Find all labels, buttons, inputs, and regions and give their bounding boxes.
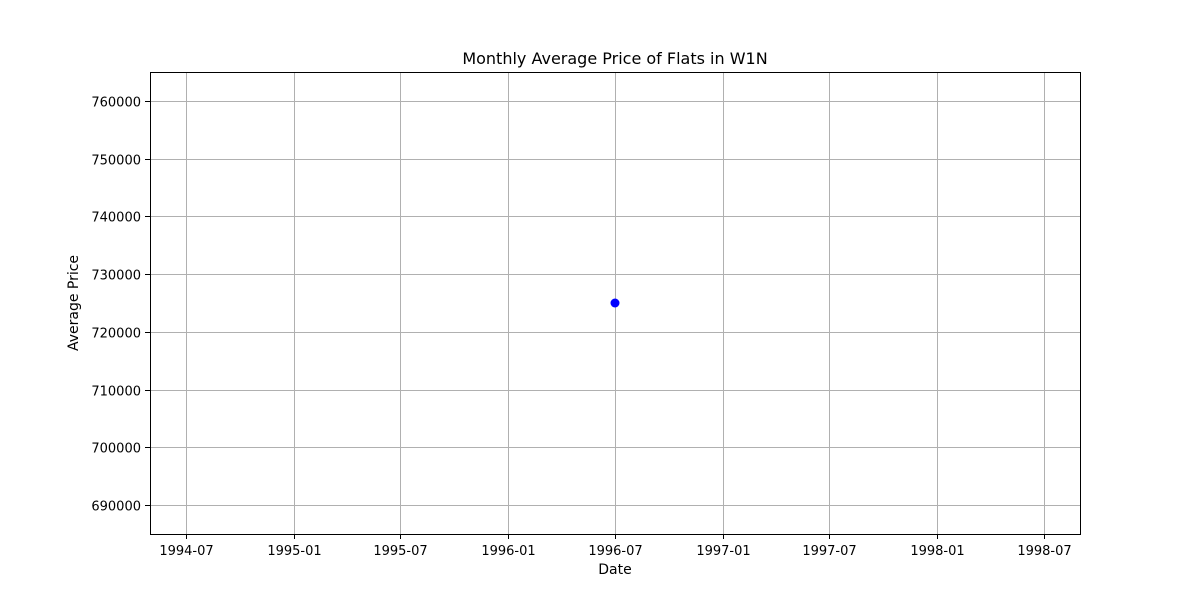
y-tick-label: 760000	[91, 96, 141, 111]
x-tick-label: 1995-01	[267, 544, 321, 559]
plot-frame	[150, 72, 1081, 535]
x-tick-label: 1995-07	[373, 544, 427, 559]
data-points	[610, 298, 620, 308]
chart-title: Monthly Average Price of Flats in W1N	[462, 49, 767, 68]
y-tick-label: 710000	[91, 385, 141, 400]
x-tick-label: 1997-01	[696, 544, 750, 559]
y-tick-label: 750000	[91, 154, 141, 169]
y-tick-label: 720000	[91, 327, 141, 342]
y-axis-label: Average Price	[66, 255, 82, 351]
y-tick-label: 730000	[91, 269, 141, 284]
x-axis-label: Date	[598, 562, 631, 578]
axis-ticks: 1994-07 1995-01 1995-07 1996-01 1996-07 1997-…	[91, 96, 1071, 560]
data-point	[610, 298, 620, 308]
y-tick-label: 740000	[91, 211, 141, 226]
x-tick-label: 1994-07	[159, 544, 213, 559]
x-tick-label: 1996-07	[588, 544, 642, 559]
x-tick-label: 1997-07	[802, 544, 856, 559]
x-tick-label: 1998-07	[1017, 544, 1071, 559]
x-tick-label: 1996-01	[481, 544, 535, 559]
gridlines	[150, 72, 1080, 534]
x-tick-label: 1998-01	[910, 544, 964, 559]
y-tick-label: 690000	[91, 500, 141, 515]
y-tick-label: 700000	[91, 442, 141, 457]
